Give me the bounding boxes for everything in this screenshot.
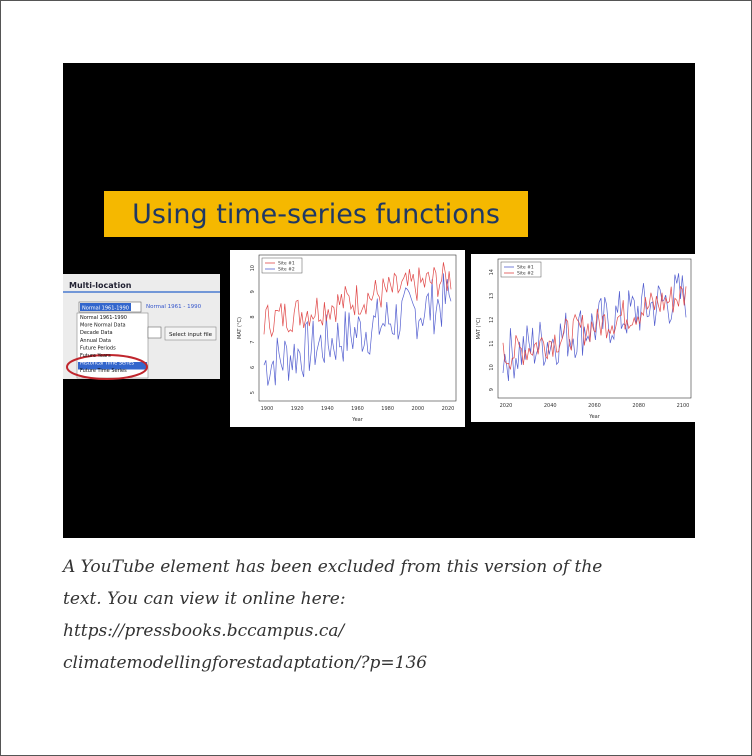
y-tick-label: 13 bbox=[489, 293, 495, 299]
plot-line bbox=[502, 273, 687, 382]
dropdown-item: Future Years bbox=[80, 353, 111, 359]
plot-line bbox=[263, 262, 452, 338]
caption-line: A YouTube element has been excluded from… bbox=[63, 557, 603, 577]
x-tick-label: 2020 bbox=[500, 403, 513, 409]
y-tick-label: 9 bbox=[250, 290, 256, 293]
plot-frame bbox=[258, 254, 457, 402]
plot-line bbox=[263, 273, 452, 386]
x-tick-label: 2060 bbox=[588, 403, 601, 409]
x-axis-label: Year bbox=[351, 417, 364, 423]
y-tick-label: 10 bbox=[250, 265, 256, 271]
x-tick-label: 1960 bbox=[351, 406, 364, 412]
dropdown-item: Future Time Series bbox=[80, 368, 127, 374]
dropdown-item: Historical Time Series bbox=[80, 361, 135, 367]
plot-frame bbox=[497, 258, 692, 399]
x-tick-label: 2020 bbox=[442, 406, 455, 412]
plot-2 bbox=[471, 254, 695, 422]
dropdown-item: Annual Data bbox=[80, 338, 111, 344]
button-text: Select input file bbox=[169, 332, 213, 338]
y-axis-label: MAT (°C) bbox=[237, 317, 243, 339]
y-tick-label: 6 bbox=[250, 366, 256, 369]
x-tick-label: 1900 bbox=[261, 406, 274, 412]
dropdown-item: Future Periods bbox=[80, 345, 116, 351]
x-tick-label: 2040 bbox=[544, 403, 557, 409]
caption-line[interactable]: climatemodellingforestadaptation/?p=136 bbox=[63, 653, 428, 673]
panel-title: Multi-location bbox=[69, 281, 132, 290]
x-axis-label: Year bbox=[588, 414, 601, 420]
banner-text: Using time-series functions bbox=[132, 199, 500, 230]
dropdown-highlight bbox=[78, 362, 147, 370]
y-tick-label: 14 bbox=[489, 269, 495, 275]
y-tick-label: 8 bbox=[250, 315, 256, 318]
legend-text: Site #2 bbox=[278, 267, 295, 273]
x-tick-label: 1940 bbox=[321, 406, 334, 412]
y-tick-label: 11 bbox=[489, 340, 495, 346]
y-tick-label: 10 bbox=[489, 364, 495, 370]
dropdown-item: Decade Data bbox=[80, 330, 113, 336]
small-combo bbox=[147, 326, 162, 339]
button bbox=[164, 326, 217, 341]
combo-text: Normal 1961-1990 bbox=[82, 306, 129, 312]
banner bbox=[104, 191, 528, 237]
y-tick-label: 12 bbox=[489, 317, 495, 323]
combo-selection bbox=[80, 303, 131, 311]
y-axis-label: MAT (°C) bbox=[476, 318, 482, 340]
y-tick-label: 9 bbox=[489, 388, 495, 391]
legend-text: Site #2 bbox=[517, 271, 534, 277]
combo-label: Normal 1961 - 1990 bbox=[146, 304, 202, 310]
x-tick-label: 1980 bbox=[381, 406, 394, 412]
y-tick-label: 5 bbox=[250, 391, 256, 394]
x-tick-label: 2080 bbox=[632, 403, 645, 409]
legend-text: Site #1 bbox=[278, 261, 295, 267]
y-tick-label: 7 bbox=[250, 341, 256, 344]
x-tick-label: 2100 bbox=[677, 403, 690, 409]
caption-line: text. You can view it online here: bbox=[63, 589, 346, 609]
x-tick-label: 2000 bbox=[411, 406, 424, 412]
dropdown-item: More Normal Data bbox=[80, 323, 126, 329]
highlight-circle bbox=[66, 354, 148, 380]
video-thumbnail[interactable]: Using time-series functions Multi-locati… bbox=[1, 1, 752, 541]
dropdown-item: Normal 1961-1990 bbox=[80, 315, 127, 321]
plot-line bbox=[502, 285, 687, 370]
caption-line[interactable]: https://pressbooks.bccampus.ca/ bbox=[63, 621, 345, 641]
x-tick-label: 1920 bbox=[291, 406, 304, 412]
legend-text: Site #1 bbox=[517, 265, 534, 271]
